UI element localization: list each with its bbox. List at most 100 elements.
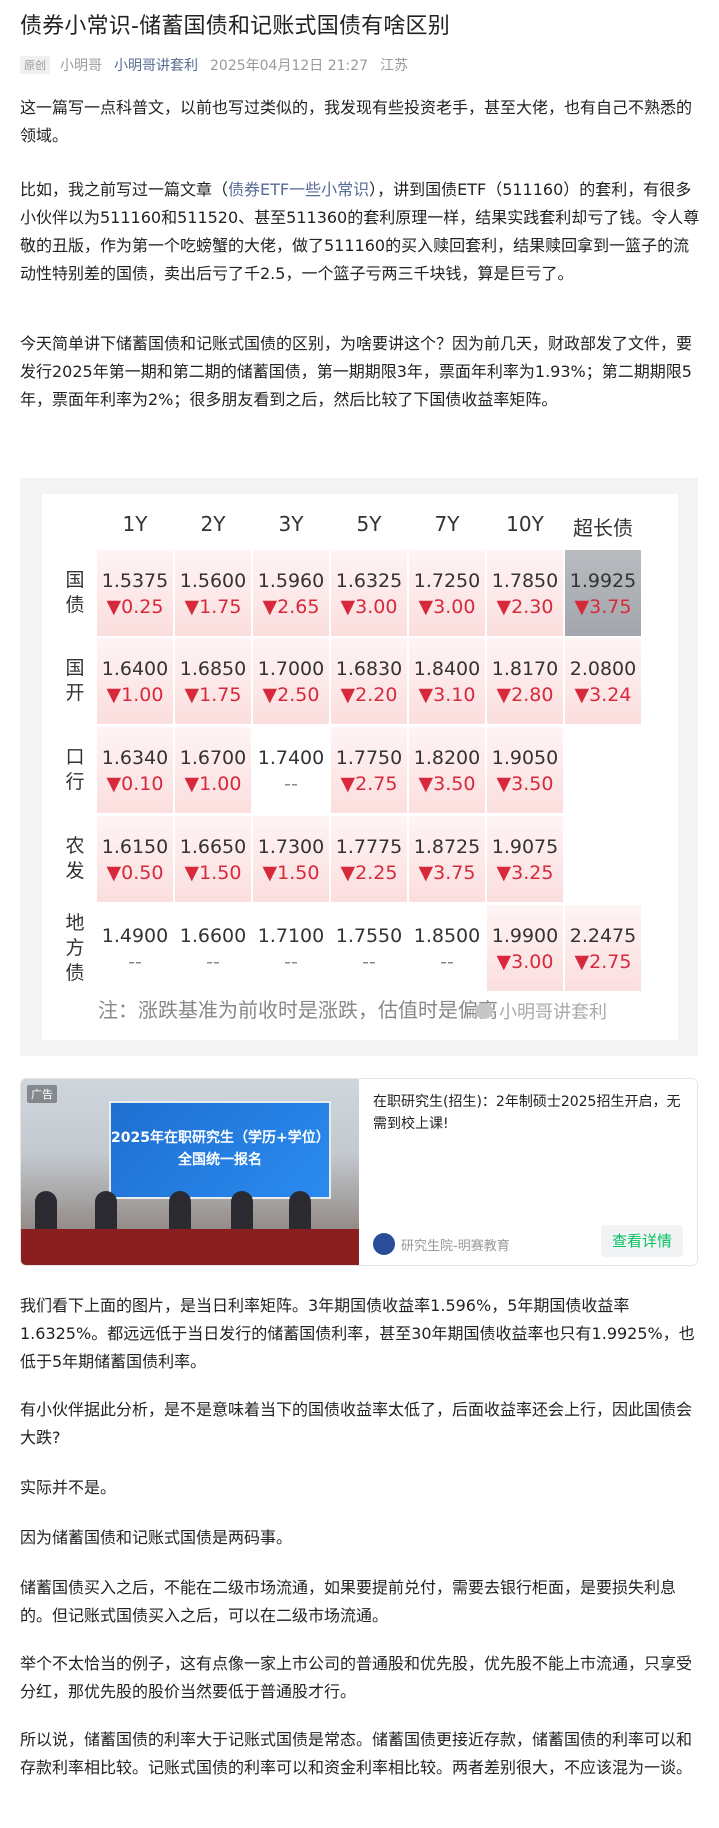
matrix-row-label: 口行: [65, 746, 85, 793]
matrix-col-header: 10Y: [506, 512, 544, 536]
matrix-cell-value: 1.8200: [413, 747, 481, 769]
matrix-cell: 1.7750 ▼2.75: [331, 727, 407, 813]
matrix-cell-change: ▼2.50: [262, 684, 320, 706]
paragraph-3: 今天简单讲下储蓄国债和记账式国债的区别，为啥要讲这个？因为前几天，财政部发了文件…: [20, 334, 693, 409]
matrix-cell-change: ▼3.00: [496, 951, 554, 973]
matrix-cell-change: ▼1.00: [184, 773, 242, 795]
matrix-col-header: 2Y: [200, 512, 226, 536]
matrix-cell-value: 1.8400: [413, 658, 481, 680]
matrix-row-label: 地方债: [65, 911, 85, 984]
matrix-cell-value: 1.7300: [257, 836, 325, 858]
ad-card[interactable]: 2025年在职研究生（学历+学位） 全国统一报名 广告 在职研究生(招生)：2年…: [20, 1078, 698, 1266]
matrix-cell-change: ▼3.00: [418, 596, 476, 618]
matrix-cell-value: 2.0800: [569, 658, 637, 680]
watermark-text: 小明哥讲套利: [499, 1002, 607, 1023]
matrix-cell-value: 1.9050: [491, 747, 559, 769]
ad-screen: 2025年在职研究生（学历+学位） 全国统一报名: [111, 1103, 330, 1197]
matrix-cell: 1.6650 ▼1.50: [175, 816, 251, 902]
account-link[interactable]: 小明哥讲套利: [114, 58, 198, 74]
matrix-cell-value: 1.7850: [491, 570, 559, 592]
matrix-cell-value: 1.7550: [335, 925, 403, 947]
matrix-cell-dash: --: [284, 773, 298, 795]
matrix-cell-change: ▼1.00: [106, 684, 164, 706]
matrix-cell-change: ▼1.50: [262, 862, 320, 884]
paragraph-2: 比如，我之前写过一篇文章（债券ETF一些小常识），讲到国债ETF（511160）…: [20, 176, 700, 288]
person-figure: [35, 1191, 57, 1231]
matrix-cell-change: ▼2.80: [496, 684, 554, 706]
matrix-cell-dash: --: [128, 951, 142, 973]
matrix-row-label: 国债: [65, 569, 85, 616]
paragraph-8: 储蓄国债买入之后，不能在二级市场流通，如果要提前兑付，需要去银行柜面，是要损失利…: [20, 1578, 677, 1625]
matrix-cell-change: ▼2.75: [574, 951, 632, 973]
paragraph-4: 我们看下上面的图片，是当日利率矩阵。3年期国债收益率1.596%，5年期国债收益…: [20, 1296, 695, 1371]
matrix-cell: 1.6850 ▼1.75: [175, 638, 251, 724]
matrix-cell-change: ▼3.75: [418, 862, 476, 884]
matrix-cell-value: 1.8170: [491, 658, 559, 680]
paragraph-2-text-b: ），讲到国债ETF（511160）的套利，有很多小伙伴以为511160和5115…: [20, 180, 700, 283]
matrix-cell-value: 1.5375: [101, 570, 169, 592]
matrix-cell: 1.7000 ▼2.50: [253, 638, 329, 724]
ad-cta-button[interactable]: 查看详情: [601, 1225, 683, 1257]
matrix-cell-change: ▼3.24: [574, 684, 632, 706]
matrix-cell: 1.9900 ▼3.00: [487, 905, 563, 991]
matrix-cell-change: ▼2.25: [340, 862, 398, 884]
matrix-col-header: 3Y: [278, 512, 304, 536]
matrix-cell-value: 1.6650: [179, 836, 247, 858]
matrix-cell: 1.9050 ▼3.50: [487, 727, 563, 813]
matrix-cell-value: 1.8725: [413, 836, 481, 858]
matrix-cell: 1.7850 ▼2.30: [487, 550, 563, 636]
matrix-cell-value: 1.7750: [335, 747, 403, 769]
matrix-cell-change: ▼1.75: [184, 684, 242, 706]
matrix-cell: 1.7775 ▼2.25: [331, 816, 407, 902]
matrix-cell-change: ▼1.50: [184, 862, 242, 884]
matrix-cell: 1.6325 ▼3.00: [331, 550, 407, 636]
matrix-cell-value: 1.6325: [335, 570, 403, 592]
matrix-cell: 1.8725 ▼3.75: [409, 816, 485, 902]
brand-logo-icon: [373, 1233, 395, 1255]
paragraph-9: 举个不太恰当的例子，这有点像一家上市公司的普通股和优先股，优先股不能上市流通，只…: [20, 1654, 693, 1701]
matrix-cell-value: 1.7775: [335, 836, 403, 858]
matrix-cell-value: 2.2475: [569, 925, 637, 947]
matrix-cell: 1.6400 ▼1.00: [97, 638, 173, 724]
original-badge: 原创: [20, 56, 50, 74]
ad-brand-name: 研究生院-明赛教育: [401, 1238, 510, 1254]
matrix-cell: 1.8170 ▼2.80: [487, 638, 563, 724]
matrix-cell-change: ▼0.25: [106, 596, 164, 618]
matrix-cell: 1.8400 ▼3.10: [409, 638, 485, 724]
article-link[interactable]: 债券ETF一些小常识: [228, 180, 370, 199]
matrix-cell: 1.6600 --: [175, 905, 251, 991]
matrix-note: 注：涨跌基准为前收时是涨跌，估值时是偏离: [98, 998, 498, 1022]
ad-table-strip: [21, 1229, 359, 1265]
author-name[interactable]: 小明哥: [60, 58, 102, 74]
matrix-cell-change: ▼0.10: [106, 773, 164, 795]
matrix-cell: 1.7100 --: [253, 905, 329, 991]
matrix-cell: 1.6340 ▼0.10: [97, 727, 173, 813]
matrix-cell-dash: --: [362, 951, 376, 973]
matrix-cell-value: 1.6830: [335, 658, 403, 680]
ad-brand: 研究生院-明赛教育: [373, 1233, 510, 1255]
matrix-cell-change: ▼1.75: [184, 596, 242, 618]
matrix-cell-value: 1.7000: [257, 658, 325, 680]
paragraph-1: 这一篇写一点科普文，以前也写过类似的，我发现有些投资老手，甚至大佬，也有自己不熟…: [20, 98, 693, 145]
paragraph-2-text-a: 比如，我之前写过一篇文章（: [20, 180, 229, 199]
person-figure: [169, 1191, 191, 1231]
matrix-cell-value: 1.6700: [179, 747, 247, 769]
matrix-cell-change: ▼3.10: [418, 684, 476, 706]
matrix-cell-value: 1.8500: [413, 925, 481, 947]
matrix-cell: 1.5600 ▼1.75: [175, 550, 251, 636]
matrix-cell-value: 1.5960: [257, 570, 325, 592]
matrix-cell-change: ▼0.50: [106, 862, 164, 884]
matrix-cell-dash: --: [206, 951, 220, 973]
ad-title[interactable]: 在职研究生(招生)：2年制硕士2025招生开启，无需到校上课!: [373, 1094, 681, 1132]
matrix-cell-value: 1.9900: [491, 925, 559, 947]
matrix-col-header: 7Y: [434, 512, 460, 536]
article-meta: 原创 小明哥 小明哥讲套利 2025年04月12日 21:27 江苏: [20, 54, 408, 76]
ad-image[interactable]: 2025年在职研究生（学历+学位） 全国统一报名 广告: [21, 1079, 359, 1265]
matrix-cell: 1.8200 ▼3.50: [409, 727, 485, 813]
matrix-cell-change: ▼2.30: [496, 596, 554, 618]
matrix-cell-value: 1.6850: [179, 658, 247, 680]
matrix-cell: 1.6150 ▼0.50: [97, 816, 173, 902]
matrix-cell: 1.9925 ▼3.75: [565, 550, 641, 636]
matrix-cell: 1.7300 ▼1.50: [253, 816, 329, 902]
matrix-cell: 1.8500 --: [409, 905, 485, 991]
